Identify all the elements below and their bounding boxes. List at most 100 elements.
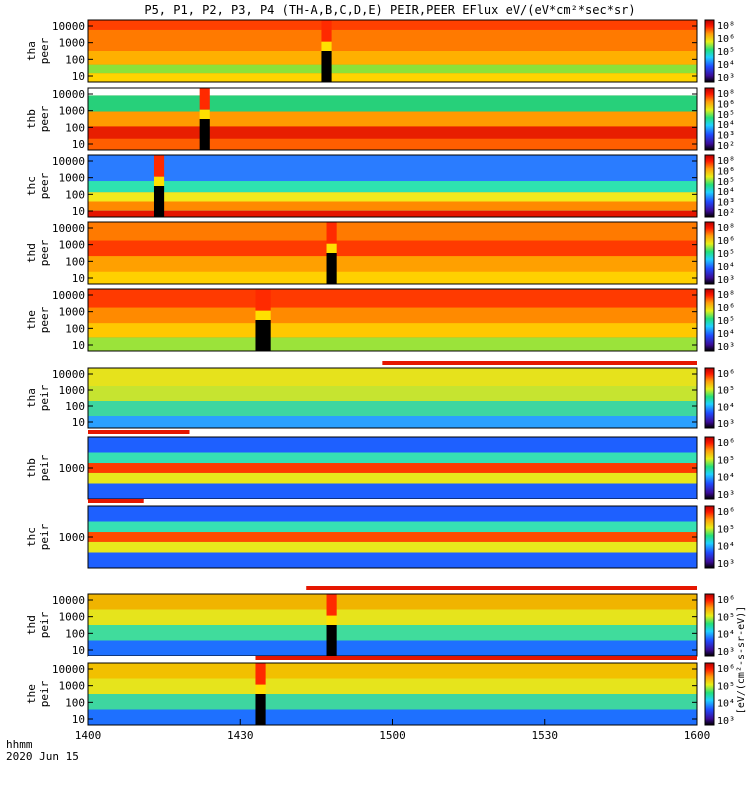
panel-thd-peer: 10000 1000 100 10 thd peer 10⁸ 10⁶ 10⁵ 10⁴ 10³: [25, 221, 735, 286]
x-axis: 1400 1430 1500 1530 1600: [75, 719, 710, 742]
y-tick-label: 10000: [52, 368, 85, 381]
colorbar-tick-label: 10⁵: [717, 110, 735, 121]
y-tick-label: 1000: [59, 306, 86, 319]
panel-species-label: peir: [38, 611, 51, 638]
energy-band: [88, 368, 697, 386]
colorbar-tick-label: 10⁵: [717, 47, 735, 58]
colorbar-tick-label: 10⁵: [717, 177, 735, 188]
panel-probe-label: thb: [25, 458, 38, 478]
y-tick-label: 1000: [59, 105, 86, 118]
panel-probe-label: tha: [25, 41, 38, 61]
status-bar-segment: [255, 656, 697, 660]
y-tick-label: 1000: [59, 531, 86, 544]
y-tick-label: 1000: [59, 172, 86, 185]
colorbar: [704, 593, 715, 657]
energy-band: [88, 541, 697, 553]
panel-frame: [87, 19, 698, 83]
energy-band: [88, 694, 697, 710]
energy-band: [88, 640, 697, 656]
energy-band: [88, 386, 697, 401]
energy-band: [88, 625, 697, 641]
colorbar-tick-label: 10²: [717, 141, 735, 152]
energy-band: [88, 95, 697, 112]
colorbar: [704, 288, 715, 352]
energy-band: [88, 532, 697, 542]
gap-marker-high: [326, 594, 337, 616]
energy-band: [88, 271, 697, 284]
data-gap: [321, 51, 332, 82]
panel-thc-peir: 1000 thc peir 10⁶ 10⁵ 10⁴ 10³: [25, 499, 735, 570]
colorbar: [704, 662, 715, 726]
status-bar-segment: [143, 499, 697, 503]
colorbar-tick-label: 10³: [717, 419, 735, 430]
y-tick-label: 10: [72, 713, 85, 726]
colorbar-tick-label: 10⁶: [717, 664, 735, 675]
energy-band: [88, 222, 697, 241]
panel-frame: [87, 367, 698, 429]
energy-band: [88, 609, 697, 625]
energy-band: [88, 111, 697, 127]
colorbar: [704, 154, 715, 218]
y-tick-label: 100: [65, 188, 85, 201]
data-gap: [326, 625, 337, 656]
panel-probe-label: thc: [25, 527, 38, 547]
y-tick-label: 10: [72, 644, 85, 657]
gap-marker-high: [153, 155, 165, 177]
figure-title: P5, P1, P2, P3, P4 (TH-A,B,C,D,E) PEIR,P…: [144, 3, 635, 17]
panel-probe-label: tha: [25, 388, 38, 408]
energy-band: [88, 416, 697, 428]
gap-marker-high: [321, 20, 332, 42]
y-tick-label: 10: [72, 339, 85, 352]
y-tick-label: 10000: [52, 663, 85, 676]
colorbar-tick-label: 10⁸: [717, 290, 735, 301]
y-tick-label: 1000: [59, 462, 86, 475]
colorbar-tick-label: 10³: [717, 647, 735, 658]
energy-band: [88, 73, 697, 82]
y-tick-label: 10000: [52, 222, 85, 235]
panel-species-label: peer: [38, 306, 51, 333]
energy-band: [88, 256, 697, 272]
colorbar: [704, 367, 715, 429]
energy-band: [88, 240, 697, 257]
energy-band: [88, 594, 697, 610]
colorbar-tick-label: 10⁶: [717, 34, 735, 45]
status-bar-segment: [189, 430, 697, 434]
gap-marker-high: [199, 88, 210, 110]
colorbar-tick-label: 10⁴: [717, 329, 735, 340]
colorbar: [704, 505, 715, 569]
y-tick-label: 1000: [59, 239, 86, 252]
data-gap: [199, 119, 210, 150]
colorbar-tick-label: 10⁴: [717, 187, 735, 198]
status-bar-segment: [382, 361, 697, 365]
y-tick-label: 100: [65, 696, 85, 709]
gap-marker-mid: [153, 176, 165, 186]
colorbar-tick-label: 10⁸: [717, 156, 735, 167]
colorbar-tick-label: 10⁴: [717, 60, 735, 71]
panel-frame: [87, 154, 698, 218]
colorbar-tick-label: 10⁵: [717, 386, 735, 397]
colorbar-tick-label: 10⁸: [717, 89, 735, 100]
colorbar-tick-label: 10⁵: [717, 316, 735, 327]
panel-species-label: peer: [38, 37, 51, 64]
colorbar: [704, 87, 715, 151]
panel-species-label: peer: [38, 105, 51, 132]
colorbar-tick-label: 10⁶: [717, 595, 735, 606]
y-tick-label: 10000: [52, 155, 85, 168]
y-tick-label: 100: [65, 255, 85, 268]
panel-probe-label: thd: [25, 615, 38, 635]
colorbar-tick-label: 10⁴: [717, 542, 735, 553]
energy-band: [88, 323, 697, 338]
gap-marker-high: [255, 663, 266, 685]
energy-band: [88, 138, 697, 150]
energy-band: [88, 126, 697, 139]
panel-frame: [87, 221, 698, 285]
colorbar-tick-label: 10⁶: [717, 99, 735, 110]
energy-band: [88, 452, 697, 464]
energy-band: [88, 437, 697, 453]
status-bar-segment: [88, 499, 144, 503]
y-tick-label: 10000: [52, 20, 85, 33]
energy-band: [88, 210, 697, 217]
data-gap: [153, 186, 165, 217]
